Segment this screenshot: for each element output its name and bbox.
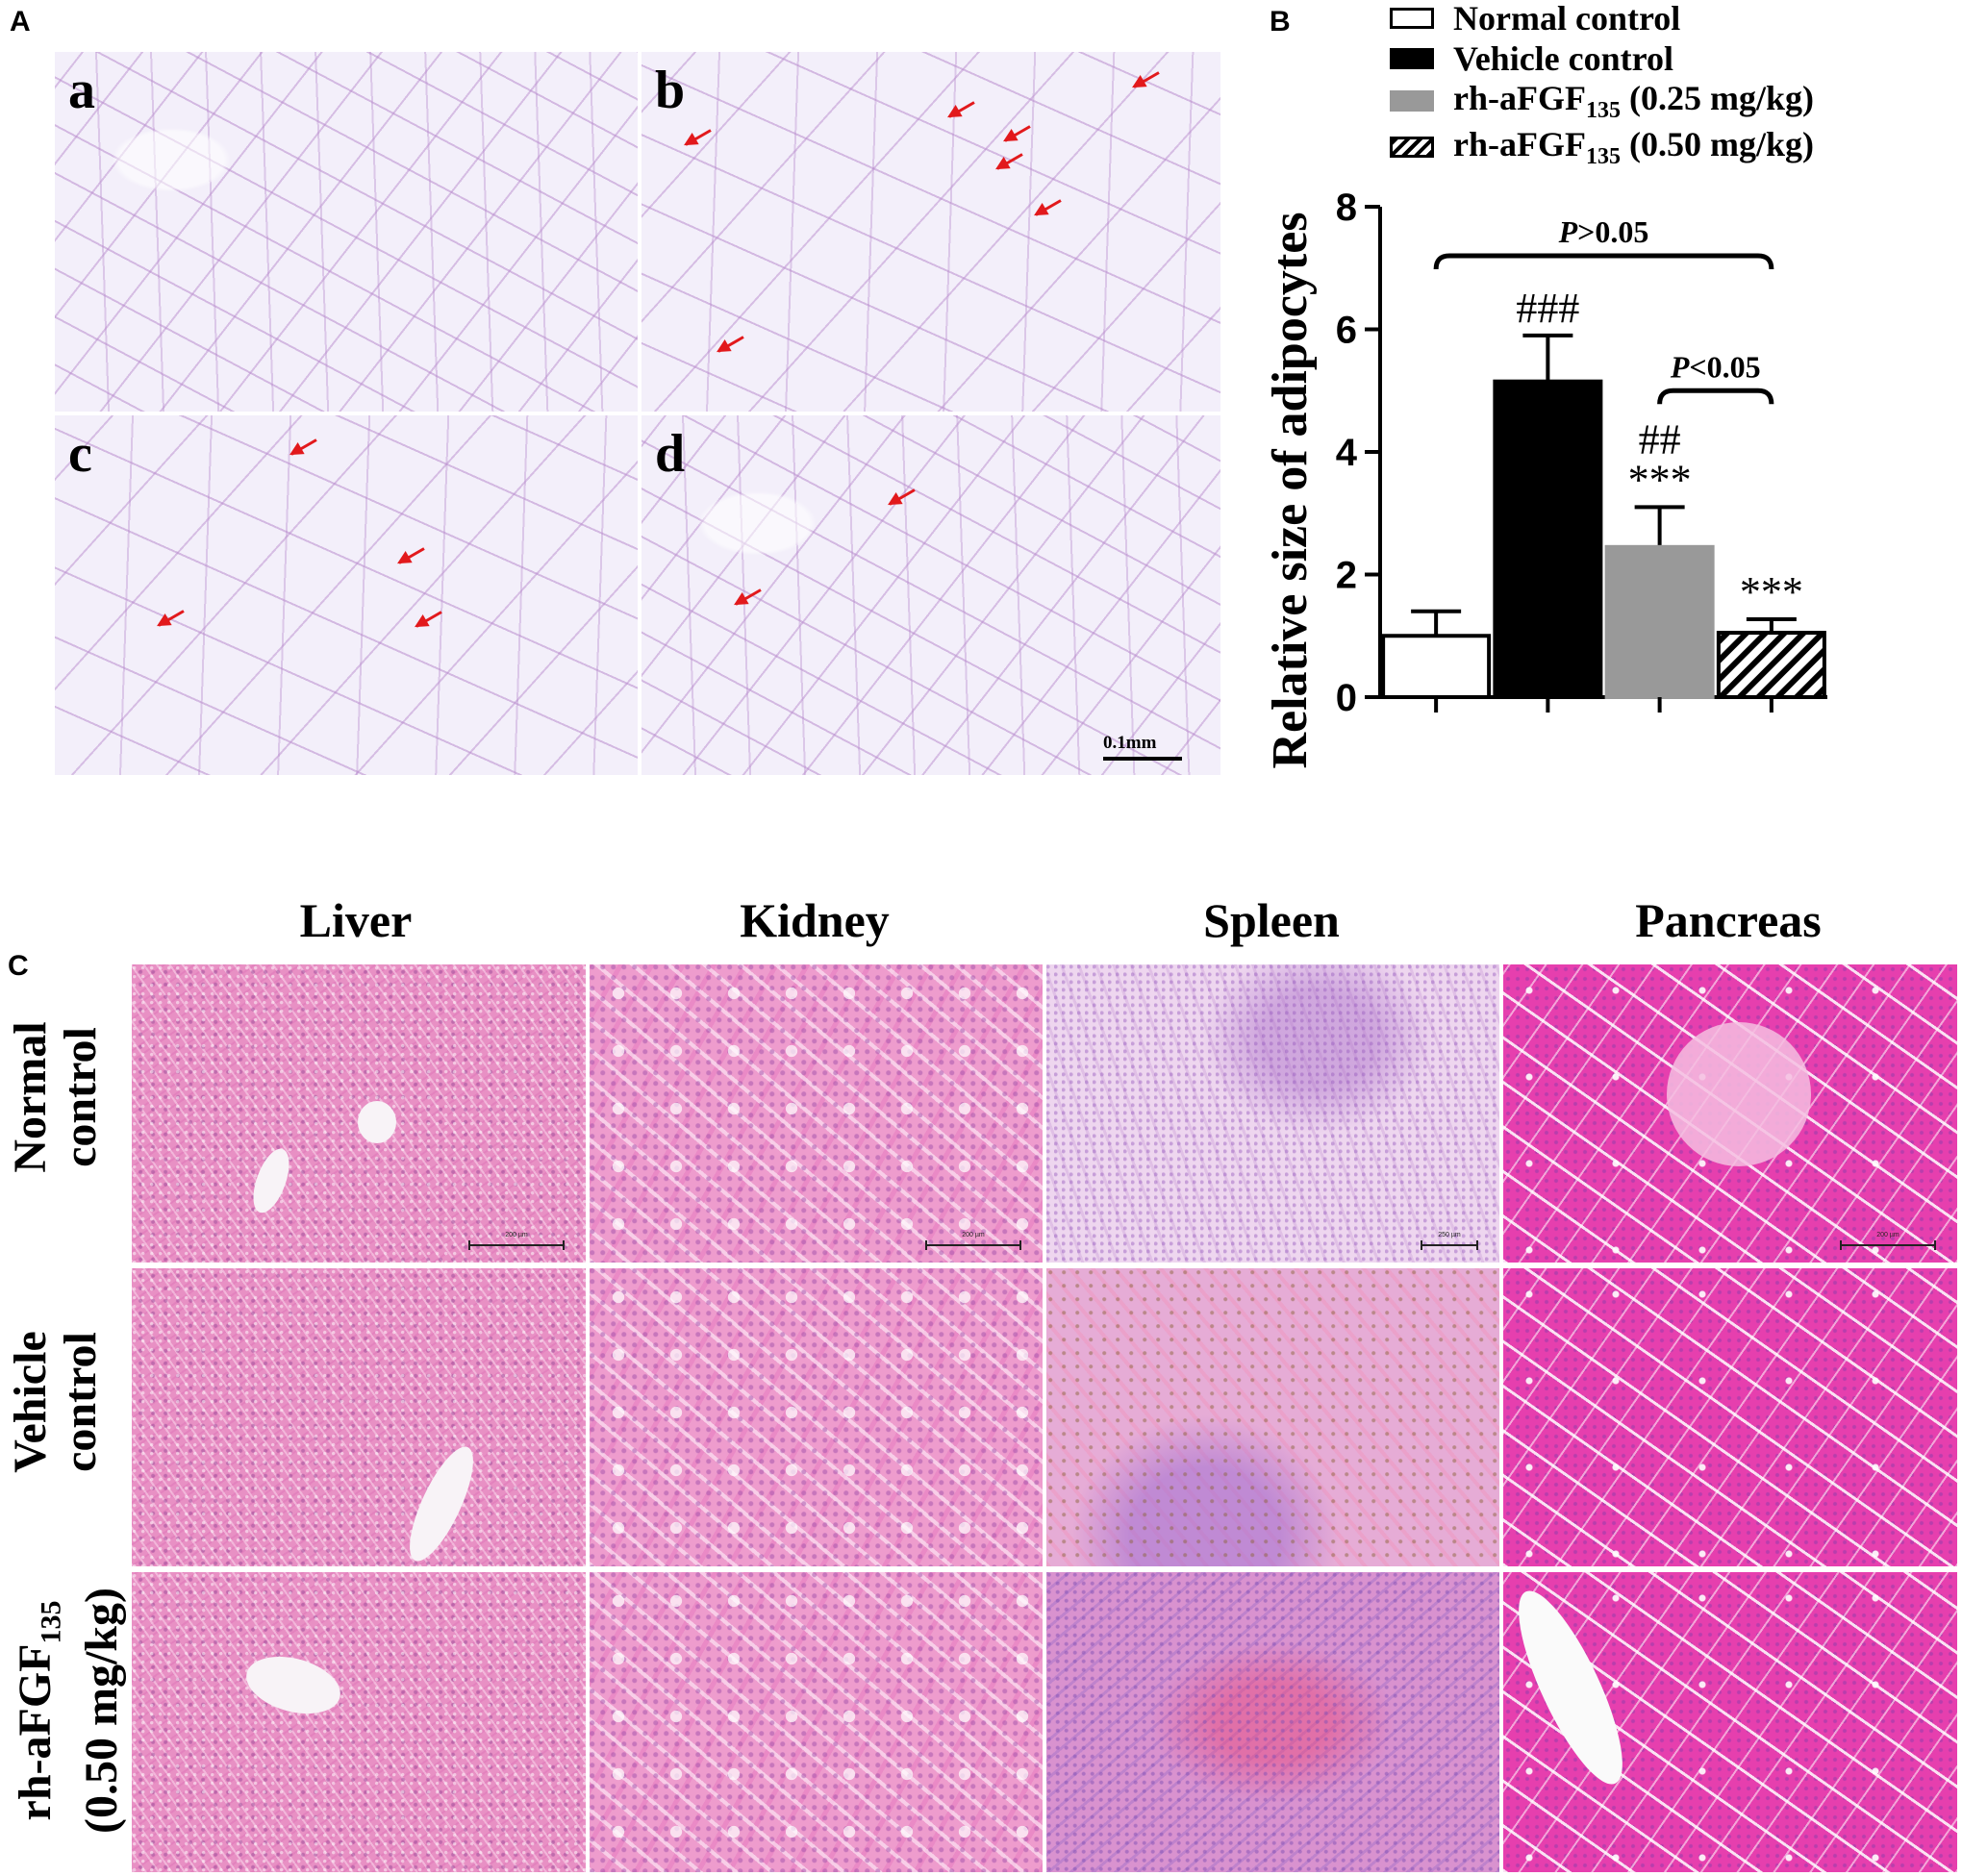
micrograph-pancreas-vehicle xyxy=(1502,1267,1958,1567)
comparison-label: P<0.05 xyxy=(1670,349,1761,384)
bar-group: ###***##*** xyxy=(1381,285,1826,713)
micrograph-liver-vehicle xyxy=(131,1267,587,1567)
scale-bar-label: 0.1mm xyxy=(1103,733,1157,753)
adipocyte-bar-chart: Relative size of adipocytes 0 2 4 6 8 ### ***… xyxy=(1263,187,1827,769)
significance-label: ### xyxy=(1516,285,1579,332)
column-title-liver: Liver xyxy=(299,893,413,947)
arrow-icon xyxy=(398,547,425,564)
y-tick-label: 8 xyxy=(1336,187,1357,229)
legend-item-high-dose: rh-aFGF135 (0.50 mg/kg) xyxy=(1390,125,1814,169)
bar xyxy=(1716,631,1826,699)
micro-scale-bar: 250 µm xyxy=(1421,1232,1478,1250)
arrow-icon xyxy=(717,336,744,353)
column-title-spleen: Spleen xyxy=(1203,893,1340,947)
arrow-icon xyxy=(1133,71,1160,88)
y-tick-label: 6 xyxy=(1336,310,1357,352)
panel-letter-b: B xyxy=(1270,6,1291,38)
y-tick-label: 2 xyxy=(1336,555,1357,597)
adipose-micrograph-c: c xyxy=(54,414,639,776)
significance-label: *** xyxy=(1740,568,1803,615)
column-title-kidney: Kidney xyxy=(740,893,890,947)
sub-label-a: a xyxy=(68,61,95,120)
legend-item-low-dose: rh-aFGF135 (0.25 mg/kg) xyxy=(1390,79,1814,123)
row-label-normal-control: Normal control xyxy=(5,1021,106,1173)
arrow-icon xyxy=(415,611,442,628)
legend-item-normal-control: Normal control xyxy=(1390,0,1681,38)
legend-label: rh-aFGF135 (0.50 mg/kg) xyxy=(1453,124,1814,170)
comparison-brackets: P>0.05 P<0.05 xyxy=(1433,214,1774,405)
panel-letter-c: C xyxy=(8,950,29,982)
y-tick-label: 4 xyxy=(1336,432,1358,474)
arrow-icon xyxy=(948,101,975,118)
sub-label-d: d xyxy=(655,424,686,484)
arrow-icon xyxy=(889,488,916,506)
row-label-vehicle-control: Vehicle control xyxy=(5,1331,106,1473)
column-title-pancreas: Pancreas xyxy=(1635,893,1822,947)
micrograph-kidney-treated xyxy=(589,1571,1044,1873)
micrograph-liver-treated xyxy=(131,1571,587,1873)
bar xyxy=(1493,379,1603,699)
comparison-label: P>0.05 xyxy=(1558,214,1649,249)
sub-label-c: c xyxy=(68,424,92,484)
significance-label: ## xyxy=(1639,415,1681,463)
comparison-bracket xyxy=(1433,253,1774,270)
micrograph-kidney-normal: 200 µm xyxy=(589,963,1044,1263)
micrograph-spleen-vehicle xyxy=(1045,1267,1500,1567)
adipose-micrograph-a: a xyxy=(54,51,639,413)
bar xyxy=(1381,634,1492,699)
significance-label: *** xyxy=(1628,456,1692,503)
micrograph-kidney-vehicle xyxy=(589,1267,1044,1567)
row-label-rh-afgf135: rh-aFGF135 (0.50 mg/kg) xyxy=(10,1588,127,1834)
y-axis-label: Relative size of adipocytes xyxy=(1263,212,1318,768)
micrograph-spleen-treated xyxy=(1045,1571,1500,1873)
legend-label: rh-aFGF135 (0.25 mg/kg) xyxy=(1453,78,1814,124)
legend-swatch xyxy=(1390,90,1434,112)
arrow-icon xyxy=(158,610,185,627)
legend-swatch xyxy=(1390,137,1434,158)
legend-label: Normal control xyxy=(1453,0,1681,38)
arrow-icon xyxy=(1035,199,1062,216)
micrograph-liver-normal: 200 µm xyxy=(131,963,587,1263)
legend-swatch xyxy=(1390,8,1434,29)
legend-label: Vehicle control xyxy=(1453,39,1673,78)
legend-item-vehicle-control: Vehicle control xyxy=(1390,39,1673,78)
adipose-micrograph-d: d 0.1mm xyxy=(641,414,1221,776)
arrow-icon xyxy=(685,129,712,146)
arrow-icon xyxy=(290,438,317,456)
micrograph-pancreas-treated xyxy=(1502,1571,1958,1873)
arrow-icon xyxy=(735,588,762,606)
comparison-bracket xyxy=(1657,388,1774,405)
scale-bar xyxy=(1103,757,1182,761)
adipose-micrograph-b: b xyxy=(641,51,1221,413)
micro-scale-bar: 200 µm xyxy=(1840,1232,1936,1250)
bar xyxy=(1604,544,1715,699)
arrow-icon xyxy=(1004,125,1031,142)
arrow-icon xyxy=(996,153,1023,170)
micro-scale-bar: 200 µm xyxy=(925,1232,1021,1250)
micro-scale-bar: 200 µm xyxy=(468,1232,565,1250)
legend-swatch xyxy=(1390,48,1434,69)
micrograph-pancreas-normal: 200 µm xyxy=(1502,963,1958,1263)
micrograph-spleen-normal: 250 µm xyxy=(1045,963,1500,1263)
panel-letter-a: A xyxy=(10,6,31,38)
sub-label-b: b xyxy=(655,61,686,120)
y-tick-label: 0 xyxy=(1336,677,1357,719)
